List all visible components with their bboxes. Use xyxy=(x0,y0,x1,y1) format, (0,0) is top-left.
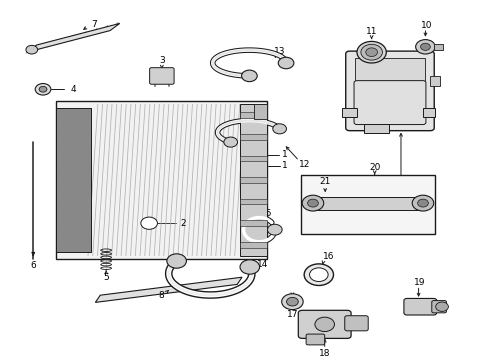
Text: 11: 11 xyxy=(365,27,377,36)
Circle shape xyxy=(360,44,382,60)
Circle shape xyxy=(35,84,51,95)
Circle shape xyxy=(281,294,303,310)
Bar xyxy=(239,177,266,183)
FancyBboxPatch shape xyxy=(353,81,425,125)
Circle shape xyxy=(411,195,433,211)
Bar xyxy=(433,44,442,50)
Bar xyxy=(239,242,266,248)
Text: 4: 4 xyxy=(71,85,77,94)
Text: 3: 3 xyxy=(159,56,164,65)
Text: 9: 9 xyxy=(397,193,403,202)
FancyBboxPatch shape xyxy=(431,301,446,313)
Text: 13: 13 xyxy=(273,47,285,56)
FancyBboxPatch shape xyxy=(345,51,433,131)
Text: 14: 14 xyxy=(257,260,268,269)
Bar xyxy=(354,58,425,81)
Text: 15: 15 xyxy=(261,210,272,218)
FancyBboxPatch shape xyxy=(344,316,367,331)
Bar xyxy=(342,108,356,117)
Circle shape xyxy=(307,199,318,207)
Bar xyxy=(239,156,266,161)
Text: 19: 19 xyxy=(413,278,425,287)
Circle shape xyxy=(435,302,447,311)
Text: 10: 10 xyxy=(420,21,431,30)
Bar xyxy=(239,112,266,118)
Text: 7: 7 xyxy=(91,20,97,29)
FancyBboxPatch shape xyxy=(298,310,350,338)
Text: 20: 20 xyxy=(368,163,380,172)
Text: 5: 5 xyxy=(103,273,109,282)
Bar xyxy=(239,134,266,140)
Circle shape xyxy=(420,43,429,50)
Polygon shape xyxy=(27,23,120,52)
Circle shape xyxy=(314,317,334,332)
Text: 21: 21 xyxy=(319,177,330,186)
Text: 2: 2 xyxy=(180,219,186,228)
Bar xyxy=(56,101,266,259)
Circle shape xyxy=(309,268,327,282)
Text: 1: 1 xyxy=(282,161,287,170)
Circle shape xyxy=(417,199,427,207)
Circle shape xyxy=(166,254,186,268)
Bar xyxy=(254,104,266,119)
Circle shape xyxy=(365,48,377,57)
Circle shape xyxy=(286,297,298,306)
Circle shape xyxy=(224,137,237,147)
Text: 8: 8 xyxy=(158,291,164,300)
Circle shape xyxy=(278,57,293,69)
Bar xyxy=(429,76,439,86)
Bar xyxy=(56,108,91,252)
Circle shape xyxy=(304,264,333,285)
Circle shape xyxy=(356,41,386,63)
Bar xyxy=(364,124,388,133)
FancyBboxPatch shape xyxy=(149,68,174,84)
Circle shape xyxy=(241,70,257,82)
Circle shape xyxy=(267,224,282,235)
FancyBboxPatch shape xyxy=(305,334,324,345)
Bar xyxy=(422,108,434,117)
FancyBboxPatch shape xyxy=(403,298,436,315)
Text: 12: 12 xyxy=(298,160,310,169)
Bar xyxy=(239,220,266,226)
Circle shape xyxy=(415,40,434,54)
Bar xyxy=(312,197,422,210)
Bar xyxy=(239,199,266,204)
Text: 18: 18 xyxy=(318,349,330,358)
Text: 16: 16 xyxy=(322,252,334,261)
Circle shape xyxy=(272,124,286,134)
Text: 1: 1 xyxy=(281,150,287,159)
Bar xyxy=(300,175,434,234)
Circle shape xyxy=(302,195,323,211)
Text: 6: 6 xyxy=(30,261,36,270)
Circle shape xyxy=(39,86,47,92)
Circle shape xyxy=(240,260,259,274)
Circle shape xyxy=(26,45,38,54)
Polygon shape xyxy=(95,277,242,302)
Bar xyxy=(239,104,266,256)
Text: 17: 17 xyxy=(286,310,298,319)
Circle shape xyxy=(141,217,157,229)
